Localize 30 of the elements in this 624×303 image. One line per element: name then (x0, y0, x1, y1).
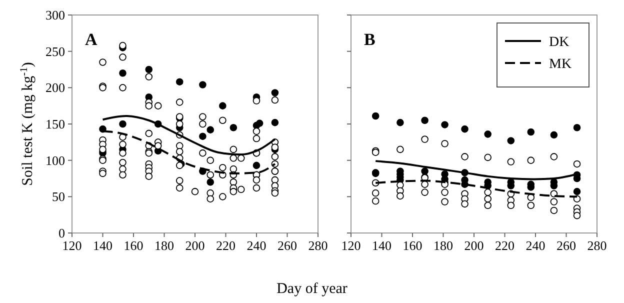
x-tick-label: 180 (154, 238, 174, 253)
x-axis-title: Day of year (276, 281, 348, 297)
x-tick-label: 240 (526, 238, 546, 253)
y-tick-label: 100 (46, 152, 65, 168)
x-tick-label: 220 (216, 238, 236, 253)
x-tick-label: 120 (62, 238, 82, 253)
y-tick-label: 50 (52, 189, 65, 204)
y-tick-label: 250 (46, 44, 65, 59)
legend-label: DK (549, 35, 570, 50)
x-tick-label: 260 (556, 238, 576, 253)
x-tick-label: 160 (402, 238, 422, 253)
y-tick-label: 150 (46, 116, 65, 132)
annotation: B (364, 30, 376, 49)
x-tick-label: 220 (495, 238, 514, 253)
x-tick-label: 280 (308, 238, 328, 253)
annotation: A (85, 30, 98, 49)
x-tick-label: 120 (341, 238, 361, 253)
y-tick-label: 200 (46, 80, 65, 96)
x-tick-label: 140 (93, 238, 112, 253)
x-tick-label: 240 (246, 238, 266, 253)
x-tick-label: 160 (124, 238, 144, 253)
x-tick-label: 280 (587, 238, 607, 253)
x-tick-label: 200 (464, 238, 484, 253)
x-tick-label: 180 (434, 238, 453, 253)
y-tick-label: 300 (46, 8, 65, 22)
legend-label: MK (549, 57, 572, 72)
x-tick-label: 140 (372, 238, 392, 253)
x-tick-label: 200 (185, 238, 205, 253)
x-tick-label: 260 (278, 238, 297, 253)
y-tick-label: 0 (58, 226, 65, 240)
